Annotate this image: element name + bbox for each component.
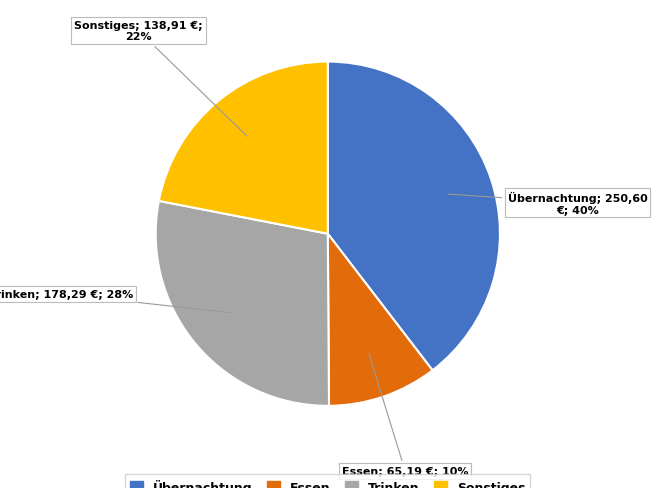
Wedge shape bbox=[159, 62, 328, 234]
Text: Sonstiges; 138,91 €;
22%: Sonstiges; 138,91 €; 22% bbox=[74, 21, 247, 137]
Wedge shape bbox=[328, 62, 500, 370]
Text: Essen; 65,19 €; 10%: Essen; 65,19 €; 10% bbox=[342, 354, 468, 476]
Legend: Übernachtung, Essen, Trinken, Sonstiges: Übernachtung, Essen, Trinken, Sonstiges bbox=[125, 473, 531, 488]
Text: Übernachtung; 250,60
€; 40%: Übernachtung; 250,60 €; 40% bbox=[448, 191, 648, 215]
Wedge shape bbox=[328, 234, 433, 406]
Wedge shape bbox=[156, 202, 329, 406]
Text: Trinken; 178,29 €; 28%: Trinken; 178,29 €; 28% bbox=[0, 289, 229, 313]
